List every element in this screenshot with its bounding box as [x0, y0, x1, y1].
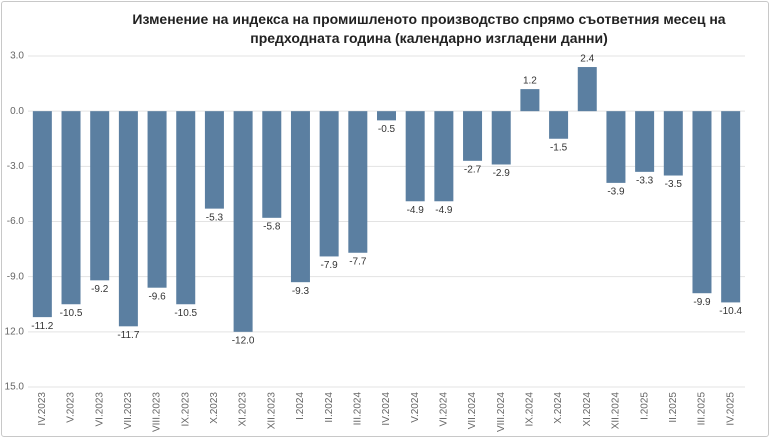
- value-label: -9.3: [292, 286, 310, 297]
- bar: [32, 111, 52, 318]
- x-tick-label: X.2024: [553, 392, 564, 424]
- bar: [520, 89, 540, 112]
- value-label: -4.9: [435, 205, 453, 216]
- x-tick-label: VII.2023: [123, 392, 134, 430]
- chart-title: Изменение на индекса на промишленото про…: [132, 11, 726, 46]
- value-label: -11.7: [117, 330, 139, 341]
- value-label: -9.6: [148, 291, 166, 302]
- x-tick-label: V.2023: [66, 392, 77, 423]
- value-label: -2.7: [464, 164, 482, 175]
- x-tick-label: I.2025: [639, 392, 650, 420]
- x-tick-label: X.2023: [209, 392, 220, 424]
- value-label: -5.3: [206, 212, 224, 223]
- value-label: -3.9: [607, 187, 625, 198]
- y-tick-label: -3.0: [7, 161, 25, 172]
- value-label: -10.5: [60, 308, 83, 319]
- value-label: -1.5: [550, 142, 568, 153]
- bar: [635, 111, 655, 172]
- x-tick-label: V.2024: [410, 392, 421, 423]
- bar: [405, 111, 425, 202]
- bar: [463, 111, 483, 161]
- value-label: -0.5: [378, 124, 396, 135]
- value-label: -10.4: [719, 306, 742, 317]
- x-tick-label: IV.2023: [37, 392, 48, 426]
- value-label: -7.9: [321, 260, 339, 271]
- bar: [176, 111, 196, 305]
- value-label: -7.7: [349, 256, 367, 267]
- bar: [90, 111, 110, 281]
- bar: [319, 111, 339, 257]
- bar: [692, 111, 712, 294]
- value-label: -3.5: [665, 179, 683, 190]
- x-tick-label: IV.2025: [725, 392, 736, 426]
- bar: [721, 111, 741, 303]
- y-tick-label: 12.0: [5, 326, 25, 337]
- value-label: -11.2: [31, 321, 53, 332]
- value-label: -5.8: [263, 221, 281, 232]
- value-label: -9.9: [693, 297, 711, 308]
- bar: [233, 111, 253, 332]
- bar: [118, 111, 138, 327]
- x-tick-label: II.2025: [668, 392, 679, 423]
- x-tick-label: VI.2023: [94, 392, 105, 427]
- y-tick-label: 0.0: [10, 106, 24, 117]
- x-tick-label: XI.2023: [238, 392, 249, 427]
- bar: [290, 111, 310, 283]
- bar: [262, 111, 282, 218]
- x-tick-label: IX.2024: [525, 392, 536, 427]
- value-label: -9.2: [91, 284, 109, 295]
- y-tick-label: 3.0: [10, 51, 24, 62]
- x-tick-label: IV.2024: [381, 392, 392, 426]
- x-tick-label: III.2024: [352, 392, 363, 426]
- y-tick-label: 15.0: [5, 382, 25, 393]
- x-tick-label: IX.2023: [180, 392, 191, 427]
- value-label: -10.5: [174, 308, 197, 319]
- y-tick-label: -9.0: [7, 271, 25, 282]
- bar: [377, 111, 396, 121]
- value-label: -4.9: [407, 205, 425, 216]
- x-tick-label: VIII.2023: [152, 392, 163, 432]
- value-label: 2.4: [580, 54, 594, 65]
- x-tick-label: XII.2023: [266, 392, 277, 430]
- bar: [147, 111, 167, 288]
- value-label: -3.3: [636, 175, 654, 186]
- x-tick-label: VIII.2024: [496, 392, 507, 432]
- bar: [577, 67, 597, 112]
- y-tick-label: -6.0: [7, 216, 25, 227]
- value-label: -2.9: [493, 168, 511, 179]
- value-label: 1.2: [523, 76, 537, 87]
- bar: [61, 111, 81, 305]
- bar: [549, 111, 569, 139]
- value-label: -12.0: [232, 335, 255, 346]
- bar: [606, 111, 626, 183]
- x-tick-label: XI.2024: [582, 392, 593, 427]
- x-tick-label: II.2024: [324, 392, 335, 423]
- x-tick-label: III.2025: [697, 392, 708, 426]
- x-tick-label: I.2024: [295, 392, 306, 420]
- bar: [348, 111, 368, 253]
- bar: [204, 111, 224, 209]
- x-tick-label: XII.2024: [611, 392, 622, 430]
- bar: [491, 111, 511, 165]
- x-tick-label: VII.2024: [467, 392, 478, 430]
- x-tick-label: VI.2024: [439, 392, 450, 427]
- bar: [663, 111, 683, 176]
- bar: [434, 111, 454, 202]
